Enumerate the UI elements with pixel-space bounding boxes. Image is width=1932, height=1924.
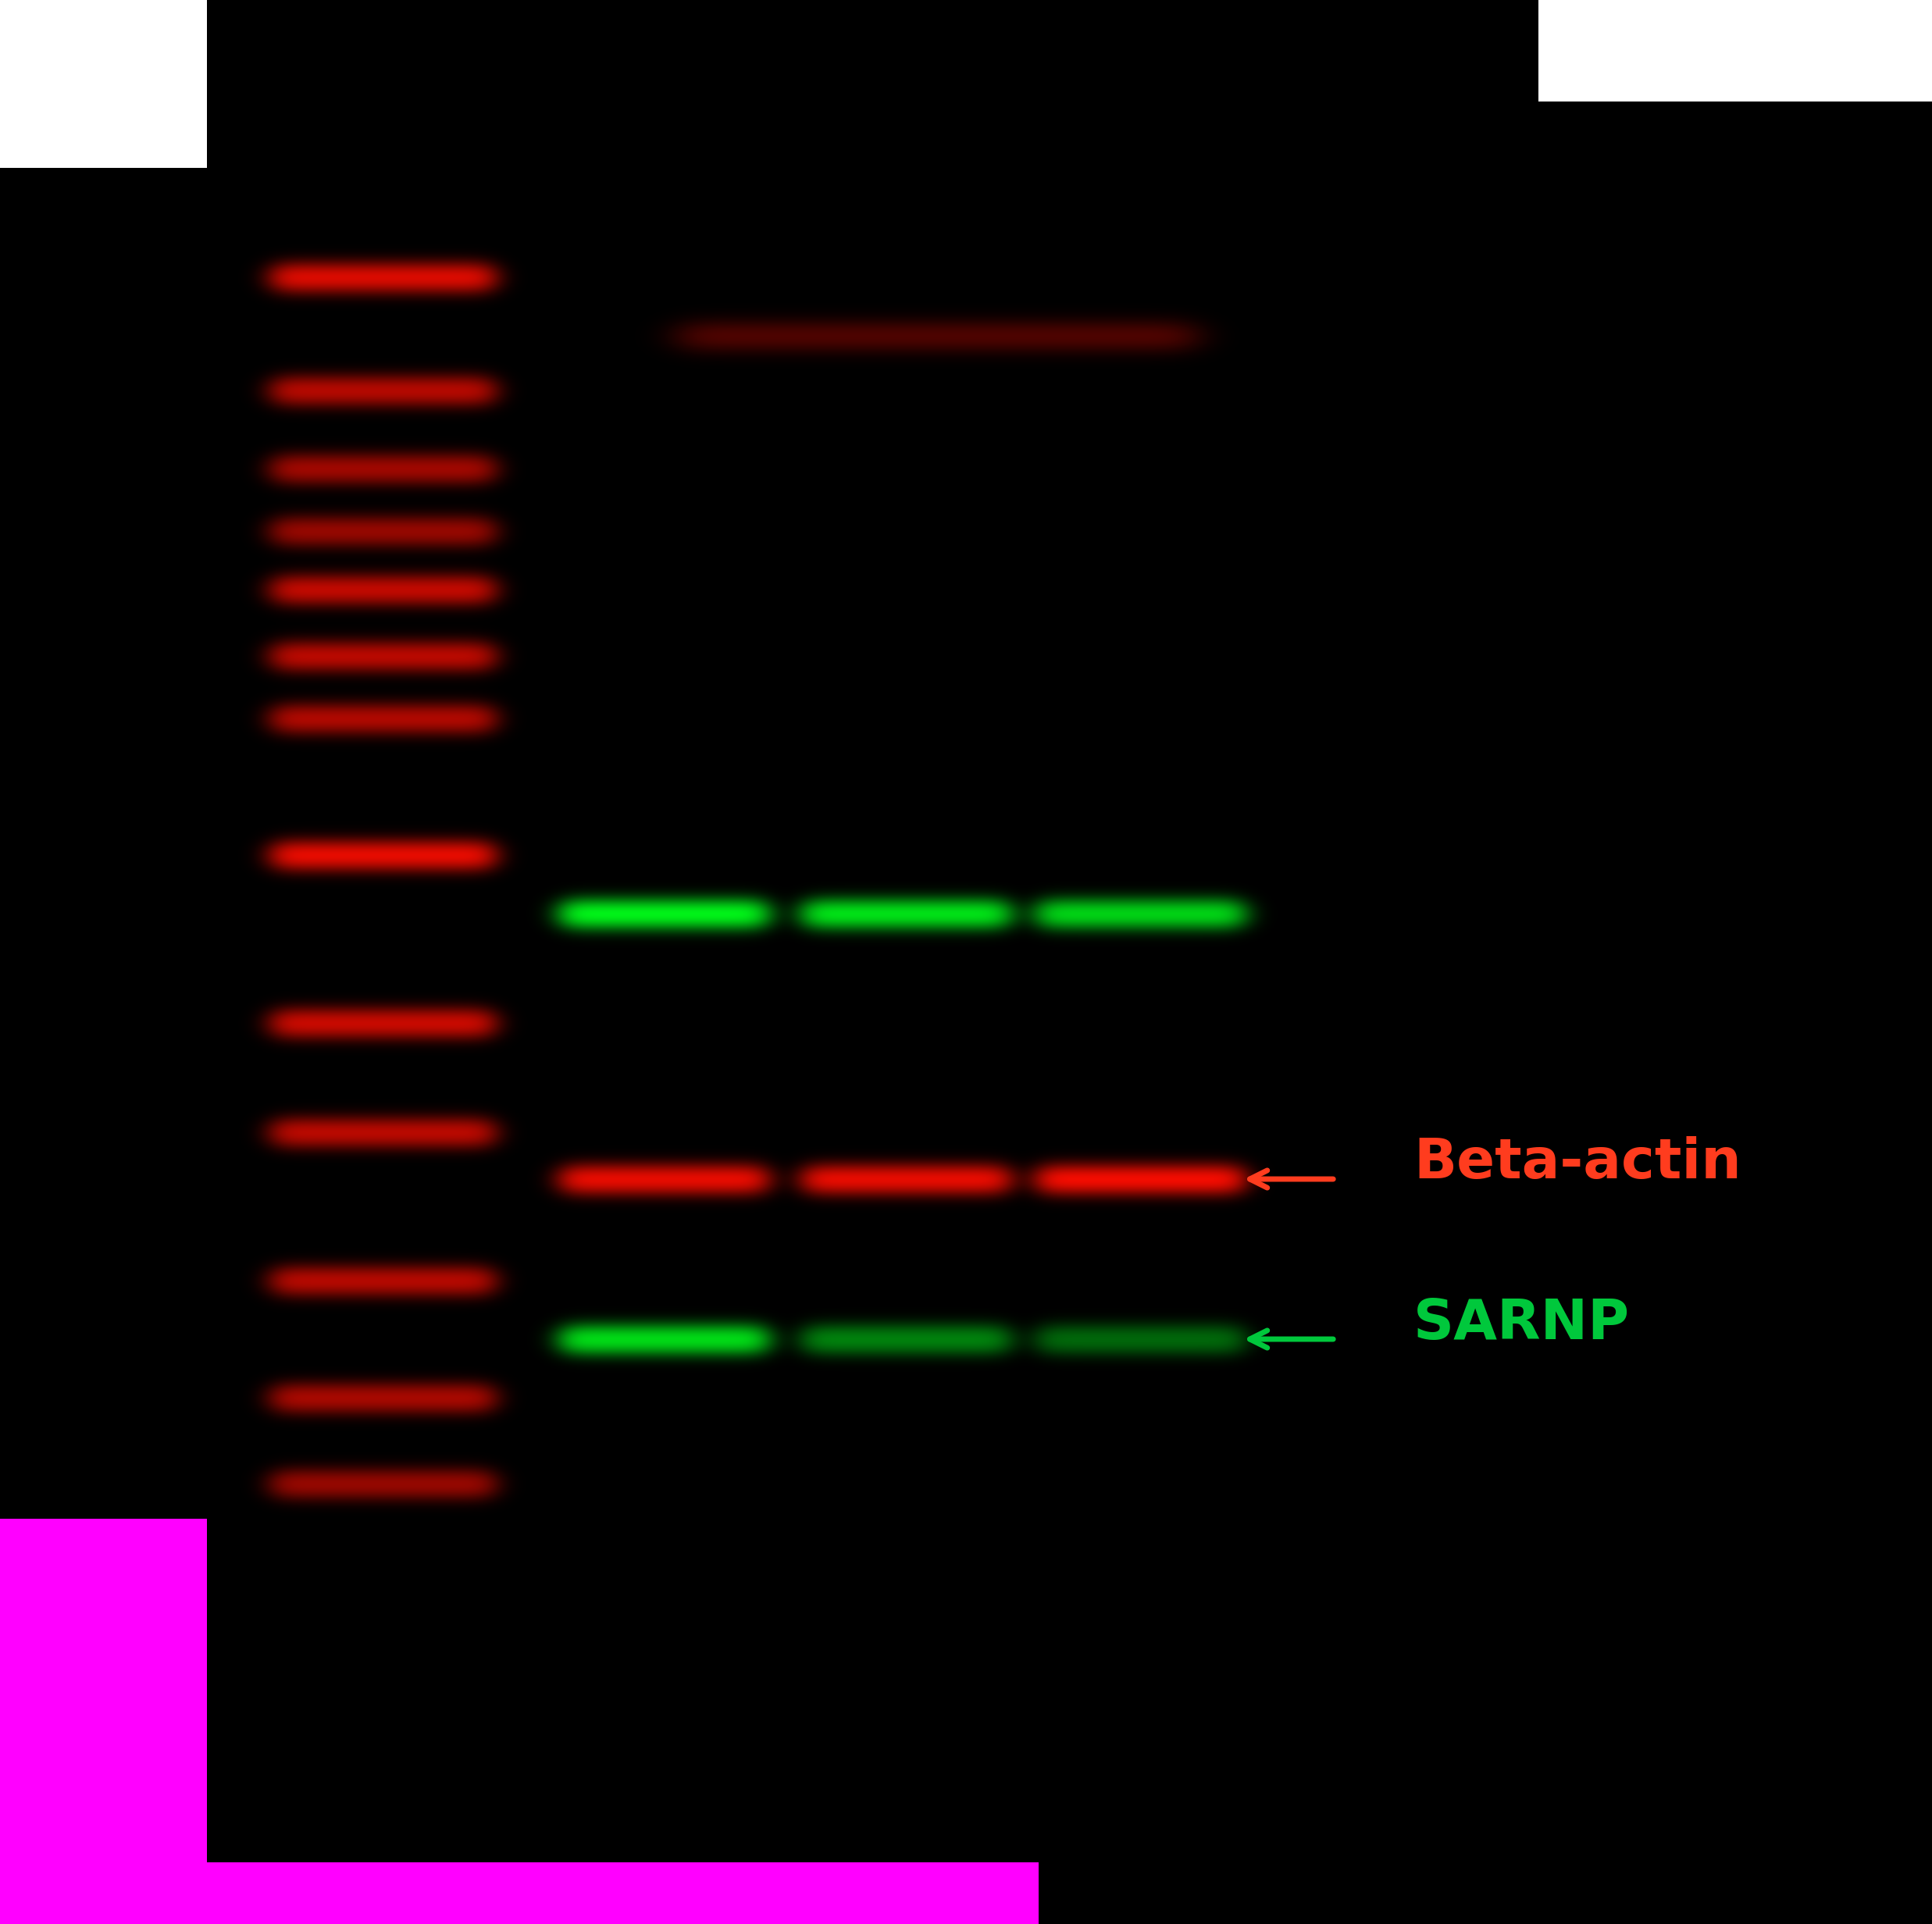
Text: Beta-actin: Beta-actin (1414, 1137, 1741, 1191)
Text: SARNP: SARNP (1414, 1297, 1631, 1351)
